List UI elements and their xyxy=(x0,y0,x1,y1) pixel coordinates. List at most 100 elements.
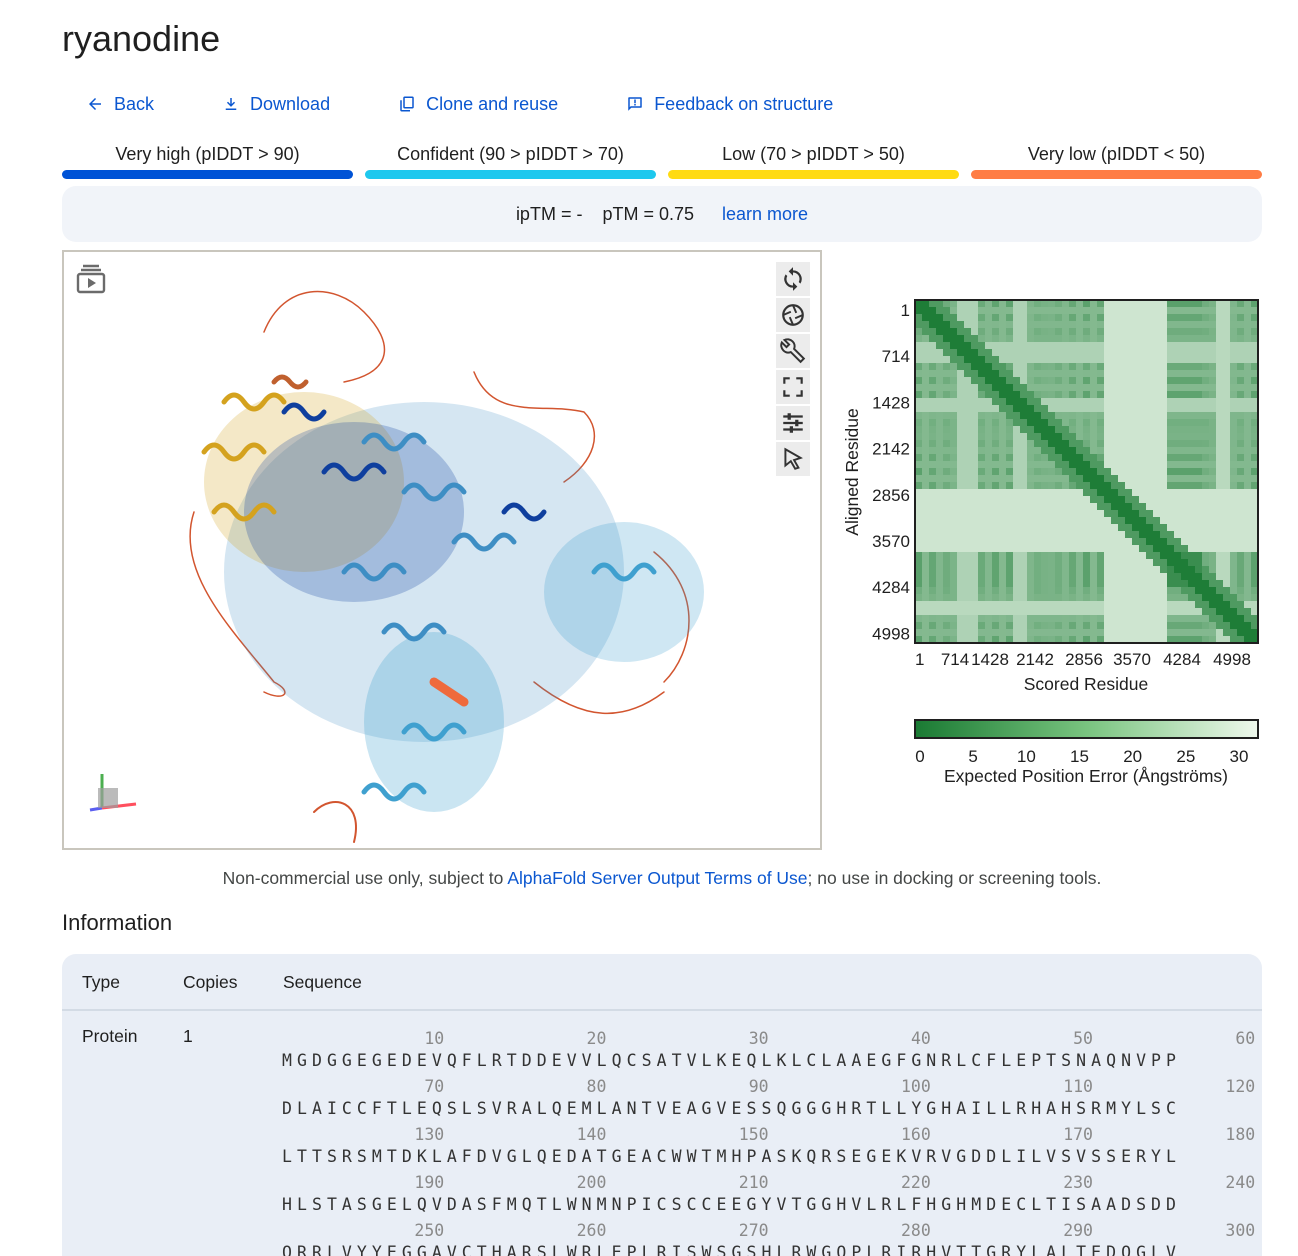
pae-cell xyxy=(1139,517,1147,525)
clone-and-reuse-button[interactable]: Clone and reuse xyxy=(374,94,558,115)
pae-cell xyxy=(985,524,993,532)
pae-cell xyxy=(929,489,937,497)
pae-cell xyxy=(1076,377,1084,385)
pae-cell xyxy=(1034,531,1042,539)
terms-link[interactable]: AlphaFold Server Output Terms of Use xyxy=(507,868,808,888)
pae-cell xyxy=(1055,503,1063,511)
pae-cell xyxy=(1223,342,1231,350)
tools-button[interactable] xyxy=(776,334,810,368)
pae-cell xyxy=(1230,398,1238,406)
pae-cell xyxy=(1020,335,1028,343)
pae-cell xyxy=(1202,335,1210,343)
pae-cell xyxy=(1146,321,1154,329)
structure-viewer[interactable] xyxy=(62,250,822,850)
pae-cell xyxy=(950,300,958,308)
pae-cell xyxy=(1160,300,1168,308)
pae-cell xyxy=(1041,377,1049,385)
pae-cell xyxy=(915,433,923,441)
pae-cell xyxy=(1041,545,1049,553)
pae-cell xyxy=(1146,608,1154,616)
back-button[interactable]: Back xyxy=(62,94,154,115)
pae-cell xyxy=(1223,398,1231,406)
pae-cell xyxy=(1146,629,1154,637)
download-button[interactable]: Download xyxy=(198,94,330,115)
pae-cell xyxy=(1216,335,1224,343)
pae-cell xyxy=(1055,475,1063,483)
pae-cell xyxy=(1027,377,1035,385)
play-icon[interactable] xyxy=(74,262,108,296)
pae-cell xyxy=(950,419,958,427)
pae-cell xyxy=(1132,314,1140,322)
pae-cell xyxy=(1097,601,1105,609)
pae-cell xyxy=(943,321,951,329)
pae-cell xyxy=(1216,601,1224,609)
pae-cell xyxy=(1118,300,1126,308)
pae-cell xyxy=(1244,391,1252,399)
pae-cell xyxy=(1027,587,1035,595)
pae-cell xyxy=(1048,615,1056,623)
pae-cell xyxy=(1153,342,1161,350)
pae-cell xyxy=(999,370,1007,378)
pae-x-tick-label: 714 xyxy=(941,650,969,669)
pae-cell xyxy=(1223,510,1231,518)
pae-cell xyxy=(957,503,965,511)
screenshot-button[interactable] xyxy=(776,298,810,332)
pae-cell xyxy=(1195,419,1203,427)
learn-more-link[interactable]: learn more xyxy=(722,203,809,224)
pae-cell xyxy=(943,447,951,455)
pae-cell xyxy=(1237,510,1245,518)
pae-cell xyxy=(1055,622,1063,630)
pae-cell xyxy=(1083,307,1091,315)
pae-cell xyxy=(1209,538,1217,546)
pae-cell xyxy=(1181,531,1189,539)
pae-cell xyxy=(1188,468,1196,476)
settings-button[interactable] xyxy=(776,406,810,440)
pae-cell xyxy=(1230,531,1238,539)
pae-cell xyxy=(999,314,1007,322)
pae-cell xyxy=(1027,468,1035,476)
pae-cell xyxy=(1125,356,1133,364)
legend-bar xyxy=(365,170,656,179)
pae-cell xyxy=(922,552,930,560)
pae-x-tick-label: 1 xyxy=(915,650,924,669)
pae-cell xyxy=(1251,335,1259,343)
pae-cell xyxy=(1041,314,1049,322)
pae-cell xyxy=(1160,461,1168,469)
pae-cell xyxy=(1195,405,1203,413)
pae-cell xyxy=(1202,363,1210,371)
rotate-icon xyxy=(784,267,802,291)
pae-cell xyxy=(1027,447,1035,455)
pae-cell xyxy=(1034,398,1042,406)
pae-cell xyxy=(1167,349,1175,357)
pae-cell xyxy=(1069,300,1077,308)
pae-cell xyxy=(1209,461,1217,469)
pae-cell xyxy=(1104,594,1112,602)
pae-cell xyxy=(1230,377,1238,385)
select-button[interactable] xyxy=(776,442,810,476)
fullscreen-button[interactable] xyxy=(776,370,810,404)
feedback-button[interactable]: Feedback on structure xyxy=(602,94,833,115)
pae-cell xyxy=(1097,622,1105,630)
pae-cell xyxy=(1076,419,1084,427)
pae-cell xyxy=(1160,608,1168,616)
pae-cell xyxy=(971,342,979,350)
pae-cell xyxy=(1104,426,1112,434)
pae-y-tick-label: 1428 xyxy=(872,393,910,412)
pae-cell xyxy=(1041,419,1049,427)
pae-cell xyxy=(1062,321,1070,329)
pae-cell xyxy=(1181,426,1189,434)
pae-cell xyxy=(936,622,944,630)
pae-cell xyxy=(950,510,958,518)
pae-cell xyxy=(1125,524,1133,532)
pae-cell xyxy=(1237,503,1245,511)
pae-cell xyxy=(1125,307,1133,315)
rotate-button[interactable] xyxy=(776,262,810,296)
pae-cell xyxy=(1097,566,1105,574)
pae-cell xyxy=(999,559,1007,567)
pae-cell xyxy=(1090,356,1098,364)
pae-cell xyxy=(971,335,979,343)
pae-cell xyxy=(1209,496,1217,504)
pae-cell xyxy=(1237,559,1245,567)
pae-cell xyxy=(936,440,944,448)
pae-cell xyxy=(992,405,1000,413)
